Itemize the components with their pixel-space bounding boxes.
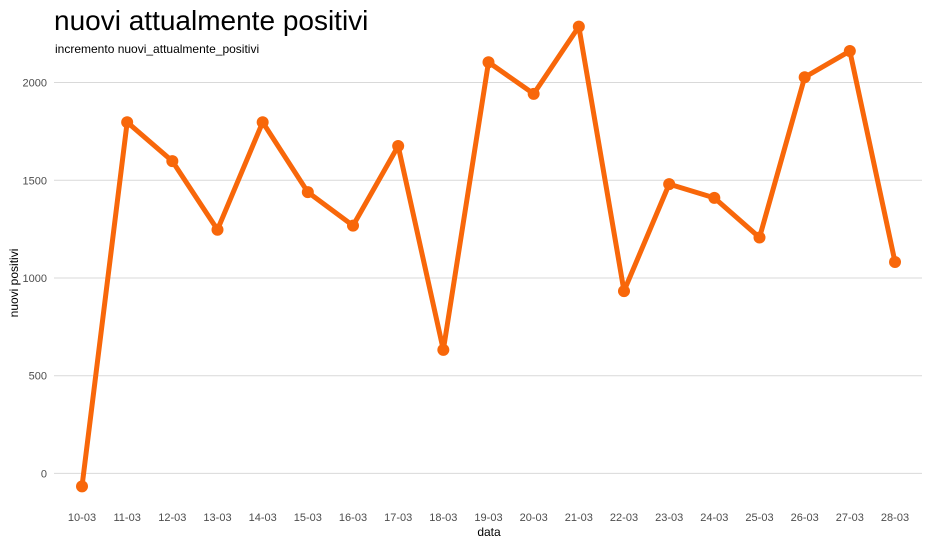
data-point (437, 343, 450, 356)
data-point (708, 191, 721, 204)
data-point (482, 56, 495, 69)
data-point (798, 71, 811, 84)
x-tick-label: 23-03 (655, 512, 683, 524)
gridlines (54, 82, 922, 474)
x-tick-label: 25-03 (745, 512, 773, 524)
y-tick-label: 0 (41, 468, 47, 480)
x-tick-label: 18-03 (429, 512, 457, 524)
x-axis-label: data (477, 525, 501, 539)
data-point (843, 45, 856, 58)
x-tick-label: 10-03 (68, 512, 96, 524)
data-point (166, 155, 179, 168)
series-line (79, 24, 898, 489)
data-point (618, 285, 630, 298)
x-tick-label: 27-03 (836, 512, 864, 524)
x-tick-label: 19-03 (474, 512, 502, 524)
y-tick-label: 2000 (23, 78, 47, 90)
x-tick-label: 26-03 (791, 512, 819, 524)
x-tick-label: 12-03 (158, 512, 186, 524)
data-point (76, 480, 88, 493)
data-point (572, 20, 585, 33)
data-point (889, 255, 901, 268)
x-tick-label: 13-03 (203, 512, 231, 524)
data-point (753, 231, 766, 244)
y-axis-label: nuovi positivi (7, 249, 21, 318)
x-axis-ticks: 10-03 11-03 12-03 13-03 14-03 15-03 16-03 17-03… (68, 512, 909, 524)
data-point (301, 186, 314, 199)
data-point (527, 87, 540, 100)
x-tick-label: 14-03 (249, 512, 277, 524)
y-axis-ticks: 0 500 1000 1500 2000 (23, 78, 47, 481)
data-point (347, 219, 359, 232)
x-tick-label: 28-03 (881, 512, 909, 524)
y-tick-label: 1000 (23, 273, 47, 285)
data-point (663, 178, 676, 191)
x-tick-label: 21-03 (565, 512, 593, 524)
x-tick-label: 11-03 (114, 512, 141, 524)
data-point (121, 116, 134, 129)
data-point (211, 223, 224, 236)
x-tick-label: 22-03 (610, 512, 638, 524)
data-point (256, 116, 269, 129)
y-tick-label: 500 (29, 371, 47, 383)
x-tick-label: 15-03 (294, 512, 322, 524)
x-tick-label: 24-03 (700, 512, 728, 524)
chart-title: nuovi attualmente positivi (54, 5, 369, 36)
x-tick-label: 16-03 (339, 512, 367, 524)
x-tick-label: 17-03 (384, 512, 412, 524)
chart-subtitle: incremento nuovi_attualmente_positivi (55, 42, 260, 56)
series-layer (76, 20, 901, 493)
data-point (392, 140, 405, 153)
x-tick-label: 20-03 (520, 512, 548, 524)
y-tick-label: 1500 (23, 175, 47, 187)
